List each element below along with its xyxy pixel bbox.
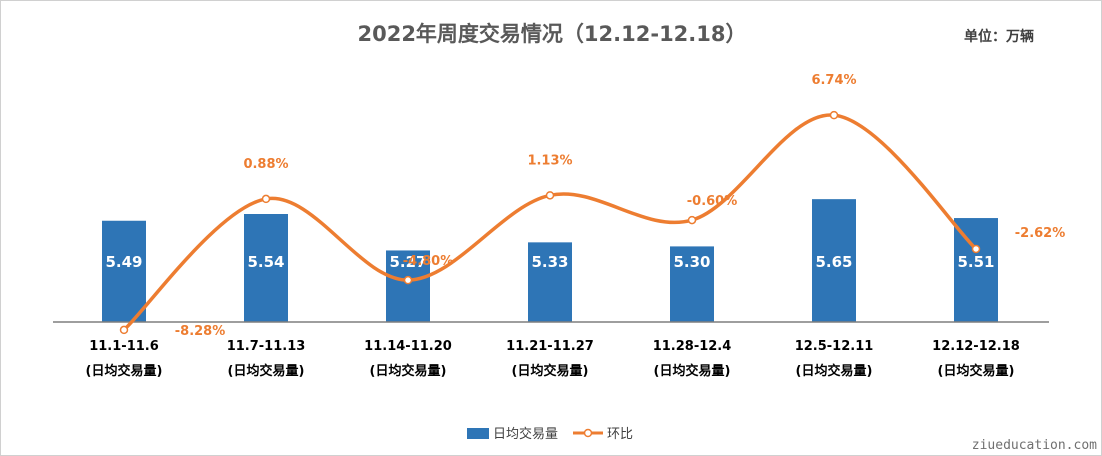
bar [386, 250, 430, 322]
category-label: 11.21-11.27 [506, 339, 594, 354]
category-sublabel: (日均交易量) [370, 363, 447, 379]
legend-bar-label: 日均交易量 [493, 426, 558, 442]
bar [102, 220, 146, 322]
bar-value-label: 5.65 [815, 253, 852, 271]
ratio-value-label: 0.88% [243, 157, 288, 172]
category-label: 11.1-11.6 [89, 339, 159, 354]
bar-value-label: 5.27 [389, 253, 426, 271]
bar-value-label: 5.54 [247, 253, 284, 271]
category-sublabel: (日均交易量) [228, 363, 305, 379]
chart-title: 2022年周度交易情况（12.12-12.18） [357, 22, 746, 46]
ratio-point [687, 215, 697, 225]
bar [670, 246, 714, 322]
ratio-series: -8.28% 0.88% -4.80% 1.13% -0.60% 6.74% -2.62% [119, 73, 1066, 339]
category-sublabel: (日均交易量) [796, 363, 873, 379]
legend-line-label: 环比 [607, 427, 633, 442]
watermark: ziueducation.com [972, 438, 1097, 453]
ratio-value-label: -8.28% [175, 324, 226, 339]
bar [244, 214, 288, 322]
ratio-point [403, 275, 413, 285]
bar-value-label: 5.49 [105, 253, 142, 271]
bar [812, 199, 856, 322]
bar [528, 242, 572, 322]
bar [954, 218, 998, 322]
category-sublabel: (日均交易量) [654, 363, 731, 379]
bar-value-label: 5.51 [957, 253, 994, 271]
bar-value-label: 5.33 [531, 253, 568, 271]
category-label: 11.7-11.13 [227, 339, 306, 354]
x-axis-categories: 11.1-11.6 (日均交易量) 11.7-11.13 (日均交易量) 11.14-1… [86, 339, 1020, 379]
ratio-value-label: -4.80% [403, 254, 454, 269]
ratio-point [261, 194, 271, 204]
ratio-value-label: -2.62% [1015, 226, 1066, 241]
category-sublabel: (日均交易量) [512, 363, 589, 379]
ratio-value-label: 1.13% [527, 153, 572, 168]
ratio-point [545, 191, 555, 200]
legend: 日均交易量 环比 [467, 426, 633, 442]
legend-line-marker [583, 428, 593, 438]
ratio-point [829, 110, 839, 120]
category-label: 12.12-12.18 [932, 339, 1020, 354]
category-label: 11.28-12.4 [653, 339, 732, 354]
ratio-point [971, 244, 981, 254]
category-sublabel: (日均交易量) [938, 363, 1015, 379]
ratio-value-label: 6.74% [811, 73, 856, 88]
unit-label: 单位：万辆 [964, 28, 1034, 45]
category-label: 12.5-12.11 [795, 339, 874, 354]
category-label: 11.14-11.20 [364, 339, 452, 354]
bar-value-label: 5.30 [673, 253, 710, 271]
ratio-point [119, 325, 129, 335]
category-sublabel: (日均交易量) [86, 363, 163, 379]
ratio-value-label: -0.60% [687, 194, 738, 209]
bar-series: 5.49 5.54 5.27 5.33 5.30 5.65 5.51 [102, 199, 998, 322]
legend-bar-swatch [467, 428, 489, 439]
